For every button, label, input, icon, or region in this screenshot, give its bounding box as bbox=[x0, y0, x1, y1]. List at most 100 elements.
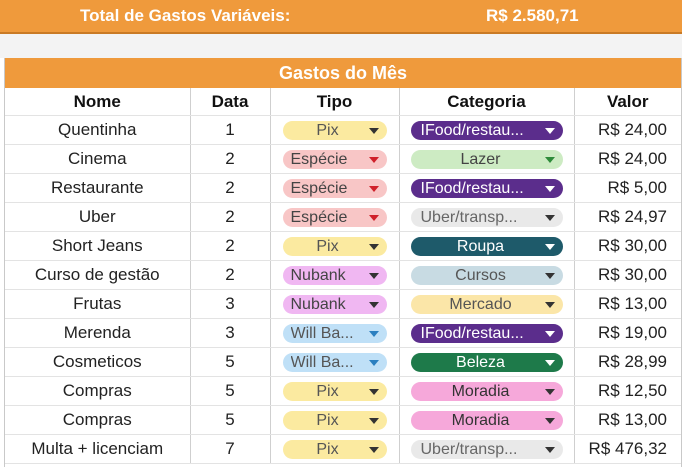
column-header-categoria[interactable]: Categoria bbox=[399, 88, 575, 116]
cell-data[interactable]: 2 bbox=[190, 144, 271, 174]
dropdown-arrow-icon[interactable] bbox=[544, 157, 555, 163]
dropdown-arrow-icon[interactable] bbox=[544, 389, 555, 395]
column-header-tipo[interactable]: Tipo bbox=[270, 88, 400, 116]
dropdown-arrow-icon[interactable] bbox=[544, 244, 555, 250]
dropdown-arrow-icon[interactable] bbox=[544, 186, 555, 192]
dropdown-arrow-icon[interactable] bbox=[368, 157, 379, 163]
tipo-dropdown[interactable]: Pix bbox=[282, 440, 387, 459]
categoria-dropdown[interactable]: IFood/restau... bbox=[410, 121, 563, 140]
cell-data[interactable]: 5 bbox=[190, 347, 271, 377]
cell-nome[interactable]: Merenda bbox=[5, 318, 191, 348]
tipo-dropdown[interactable]: Nubank bbox=[282, 295, 387, 314]
cell-valor[interactable]: R$ 19,00 bbox=[574, 318, 681, 348]
categoria-value: Cursos bbox=[455, 267, 506, 284]
cell-nome[interactable]: Compras bbox=[5, 405, 191, 435]
tipo-dropdown[interactable]: Espécie bbox=[282, 179, 387, 198]
dropdown-arrow-icon[interactable] bbox=[368, 273, 379, 279]
categoria-dropdown[interactable]: Cursos bbox=[410, 266, 563, 285]
cell-nome[interactable]: Curso de gestão bbox=[5, 260, 191, 290]
tipo-dropdown[interactable]: Will Ba... bbox=[282, 353, 387, 372]
categoria-value: Lazer bbox=[460, 151, 501, 168]
dropdown-arrow-icon[interactable] bbox=[544, 331, 555, 337]
categoria-dropdown[interactable]: Roupa bbox=[410, 237, 563, 256]
cell-valor[interactable]: R$ 13,00 bbox=[574, 405, 681, 435]
categoria-dropdown[interactable]: IFood/restau... bbox=[410, 324, 563, 343]
cell-valor[interactable]: R$ 5,00 bbox=[574, 173, 681, 203]
tipo-dropdown[interactable]: Will Ba... bbox=[282, 324, 387, 343]
dropdown-arrow-icon[interactable] bbox=[368, 360, 379, 366]
categoria-dropdown[interactable]: Moradia bbox=[410, 411, 563, 430]
cell-data[interactable]: 1 bbox=[190, 115, 271, 145]
cell-nome[interactable]: Uber bbox=[5, 202, 191, 232]
cell-data[interactable]: 5 bbox=[190, 376, 271, 406]
cell-nome[interactable]: Compras bbox=[5, 376, 191, 406]
cell-valor[interactable]: R$ 24,00 bbox=[574, 144, 681, 174]
tipo-value: Will Ba... bbox=[290, 325, 354, 342]
cell-data[interactable]: 2 bbox=[190, 231, 271, 261]
categoria-dropdown[interactable]: Uber/transp... bbox=[410, 208, 563, 227]
cell-data[interactable]: 2 bbox=[190, 173, 271, 203]
dropdown-arrow-icon[interactable] bbox=[368, 302, 379, 308]
categoria-value: Moradia bbox=[451, 383, 510, 400]
tipo-dropdown[interactable]: Nubank bbox=[282, 266, 387, 285]
dropdown-arrow-icon[interactable] bbox=[368, 447, 379, 453]
dropdown-arrow-icon[interactable] bbox=[544, 273, 555, 279]
dropdown-arrow-icon[interactable] bbox=[368, 215, 379, 221]
cell-data[interactable]: 2 bbox=[190, 260, 271, 290]
tipo-dropdown[interactable]: Pix bbox=[282, 121, 387, 140]
cell-valor[interactable]: R$ 476,32 bbox=[574, 434, 681, 464]
dropdown-arrow-icon[interactable] bbox=[544, 447, 555, 453]
categoria-dropdown[interactable]: Lazer bbox=[410, 150, 563, 169]
cell-valor[interactable]: R$ 12,50 bbox=[574, 376, 681, 406]
tipo-dropdown[interactable]: Pix bbox=[282, 237, 387, 256]
cell-nome[interactable]: Cinema bbox=[5, 144, 191, 174]
cell-nome[interactable]: Multa + licenciam bbox=[5, 434, 191, 464]
table-row: Merenda 3 Will Ba... IFood/restau... R$ 19,0… bbox=[5, 318, 681, 348]
categoria-value: IFood/restau... bbox=[420, 180, 524, 197]
dropdown-arrow-icon[interactable] bbox=[544, 360, 555, 366]
dropdown-arrow-icon[interactable] bbox=[544, 302, 555, 308]
tipo-dropdown[interactable]: Espécie bbox=[282, 150, 387, 169]
cell-nome[interactable]: Frutas bbox=[5, 289, 191, 319]
column-header-data[interactable]: Data bbox=[190, 88, 271, 116]
cell-data[interactable]: 3 bbox=[190, 289, 271, 319]
cell-valor[interactable]: R$ 30,00 bbox=[574, 260, 681, 290]
cell-valor[interactable]: R$ 28,99 bbox=[574, 347, 681, 377]
dropdown-arrow-icon[interactable] bbox=[368, 128, 379, 134]
column-header-nome[interactable]: Nome bbox=[5, 88, 191, 116]
cell-valor[interactable]: R$ 30,00 bbox=[574, 231, 681, 261]
cell-data[interactable]: 5 bbox=[190, 405, 271, 435]
tipo-value: Nubank bbox=[290, 296, 346, 313]
cell-nome[interactable]: Cosmeticos bbox=[5, 347, 191, 377]
dropdown-arrow-icon[interactable] bbox=[544, 215, 555, 221]
tipo-cell: Nubank bbox=[270, 260, 400, 290]
tipo-cell: Espécie bbox=[270, 202, 400, 232]
column-header-valor[interactable]: Valor bbox=[574, 88, 681, 116]
cell-nome[interactable]: Restaurante bbox=[5, 173, 191, 203]
tipo-dropdown[interactable]: Pix bbox=[282, 411, 387, 430]
cell-data[interactable]: 7 bbox=[190, 434, 271, 464]
cell-data[interactable]: 3 bbox=[190, 318, 271, 348]
dropdown-arrow-icon[interactable] bbox=[368, 244, 379, 250]
cell-valor[interactable]: R$ 13,00 bbox=[574, 289, 681, 319]
categoria-dropdown[interactable]: Moradia bbox=[410, 382, 563, 401]
dropdown-arrow-icon[interactable] bbox=[544, 418, 555, 424]
dropdown-arrow-icon[interactable] bbox=[368, 331, 379, 337]
dropdown-arrow-icon[interactable] bbox=[544, 128, 555, 134]
tipo-cell: Pix bbox=[270, 231, 400, 261]
cell-valor[interactable]: R$ 24,00 bbox=[574, 115, 681, 145]
categoria-dropdown[interactable]: Mercado bbox=[410, 295, 563, 314]
dropdown-arrow-icon[interactable] bbox=[368, 186, 379, 192]
categoria-dropdown[interactable]: IFood/restau... bbox=[410, 179, 563, 198]
tipo-dropdown[interactable]: Pix bbox=[282, 382, 387, 401]
categoria-dropdown[interactable]: Beleza bbox=[410, 353, 563, 372]
dropdown-arrow-icon[interactable] bbox=[368, 389, 379, 395]
table-row: Cinema 2 Espécie Lazer R$ 24,00 bbox=[5, 144, 681, 174]
cell-data[interactable]: 2 bbox=[190, 202, 271, 232]
tipo-dropdown[interactable]: Espécie bbox=[282, 208, 387, 227]
cell-nome[interactable]: Short Jeans bbox=[5, 231, 191, 261]
dropdown-arrow-icon[interactable] bbox=[368, 418, 379, 424]
categoria-dropdown[interactable]: Uber/transp... bbox=[410, 440, 563, 459]
cell-valor[interactable]: R$ 24,97 bbox=[574, 202, 681, 232]
cell-nome[interactable]: Quentinha bbox=[5, 115, 191, 145]
